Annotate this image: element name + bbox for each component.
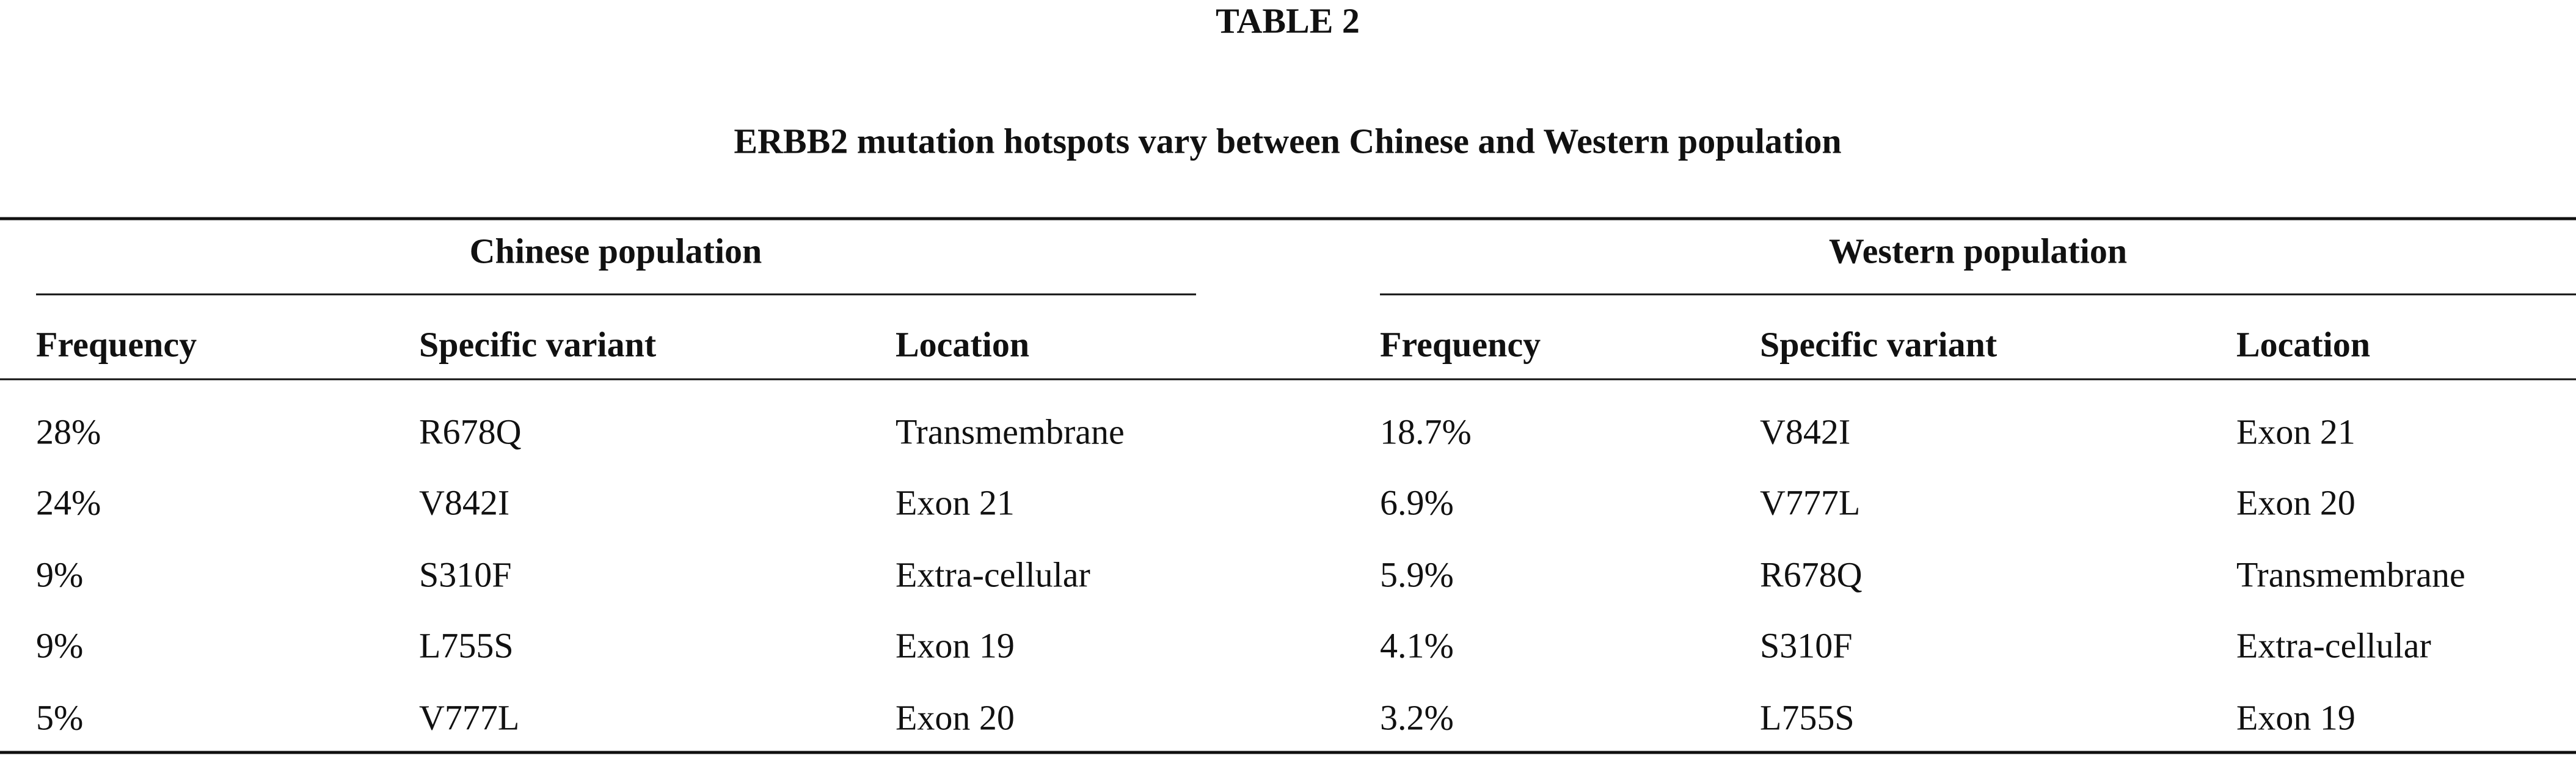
table-cell: 3.2%: [1380, 697, 1454, 737]
table-cell: 9%: [36, 555, 83, 594]
column-header: Location: [2236, 324, 2370, 364]
table-cell: Exon 20: [2236, 482, 2355, 522]
column-header: Specific variant: [1760, 324, 1998, 364]
table-cell: S310F: [1760, 625, 1853, 665]
table-cell: Extra-cellular: [2236, 625, 2431, 665]
table-cell: V842I: [1760, 412, 1850, 451]
table-cell: R678Q: [419, 412, 522, 451]
table-cell: S310F: [419, 555, 512, 594]
table-cell: Transmembrane: [2236, 555, 2465, 594]
table-cell: Extra-cellular: [896, 555, 1090, 594]
table-cell: V777L: [1760, 482, 1860, 522]
table-cell: Exon 19: [896, 625, 1015, 665]
group-header: Chinese population: [470, 231, 762, 271]
table-cell: 18.7%: [1380, 412, 1472, 451]
table-cell: Exon 21: [2236, 412, 2355, 451]
table-label: TABLE 2: [1216, 1, 1360, 40]
column-header: Specific variant: [419, 324, 657, 364]
table-cell: Exon 20: [896, 697, 1015, 737]
table-cell: V842I: [419, 482, 509, 522]
table-cell: 9%: [36, 625, 83, 665]
table-cell: 24%: [36, 482, 101, 522]
table-cell: 6.9%: [1380, 482, 1454, 522]
column-header: Frequency: [1380, 324, 1541, 364]
table-cell: V777L: [419, 697, 519, 737]
table-cell: Transmembrane: [896, 412, 1125, 451]
table-cell: R678Q: [1760, 555, 1863, 594]
table-cell: 28%: [36, 412, 101, 451]
table-title: ERBB2 mutation hotspots vary between Chi…: [734, 121, 1841, 161]
column-header: Location: [896, 324, 1029, 364]
table-cell: Exon 21: [896, 482, 1015, 522]
group-header: Western population: [1829, 231, 2127, 271]
table-cell: 4.1%: [1380, 625, 1454, 665]
column-header: Frequency: [36, 324, 197, 364]
table-cell: Exon 19: [2236, 697, 2355, 737]
table-cell: 5%: [36, 697, 83, 737]
table-cell: 5.9%: [1380, 555, 1454, 594]
table-cell: L755S: [1760, 697, 1855, 737]
table-cell: L755S: [419, 625, 514, 665]
